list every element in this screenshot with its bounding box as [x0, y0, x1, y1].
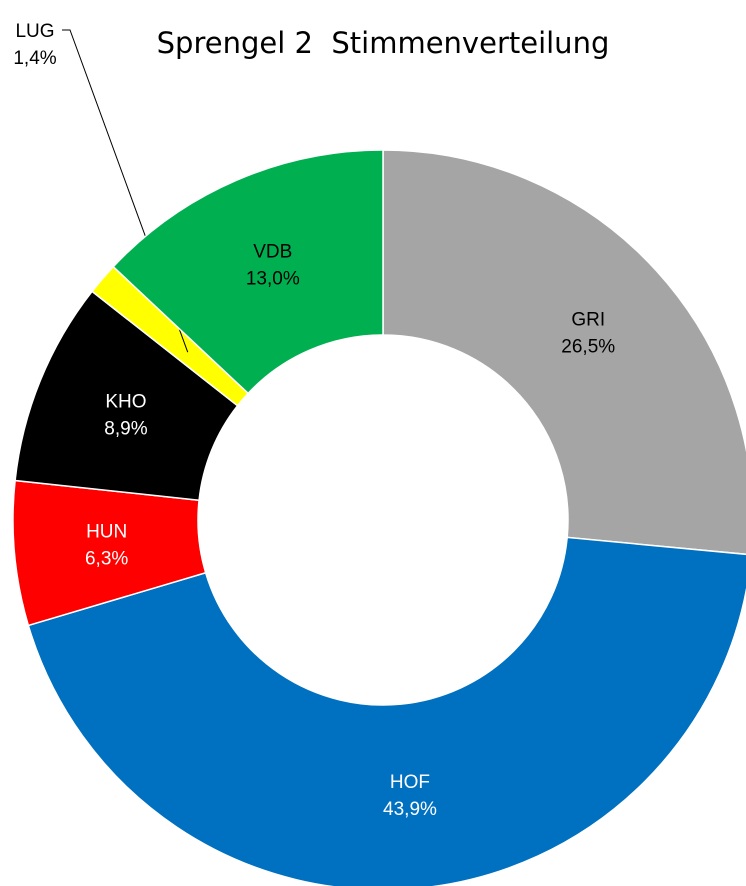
- chart-title: Sprengel 2 Stimmenverteilung: [157, 26, 610, 60]
- donut-segment: [27, 536, 746, 886]
- donut-segment: [382, 149, 746, 556]
- value-label: 13,0%: [246, 268, 300, 289]
- value-label: 6,3%: [85, 548, 128, 569]
- category-label: VDB: [253, 241, 292, 262]
- category-label: KHO: [105, 391, 146, 412]
- category-label: GRI: [571, 309, 605, 330]
- value-label: 8,9%: [104, 418, 147, 439]
- category-label: HUN: [86, 521, 127, 542]
- category-label: HOF: [390, 772, 430, 793]
- category-label: LUG: [15, 21, 54, 42]
- value-label: 26,5%: [561, 336, 615, 357]
- value-label: 1,4%: [13, 48, 56, 69]
- value-label: 43,9%: [383, 799, 437, 820]
- donut-segment: [112, 149, 384, 395]
